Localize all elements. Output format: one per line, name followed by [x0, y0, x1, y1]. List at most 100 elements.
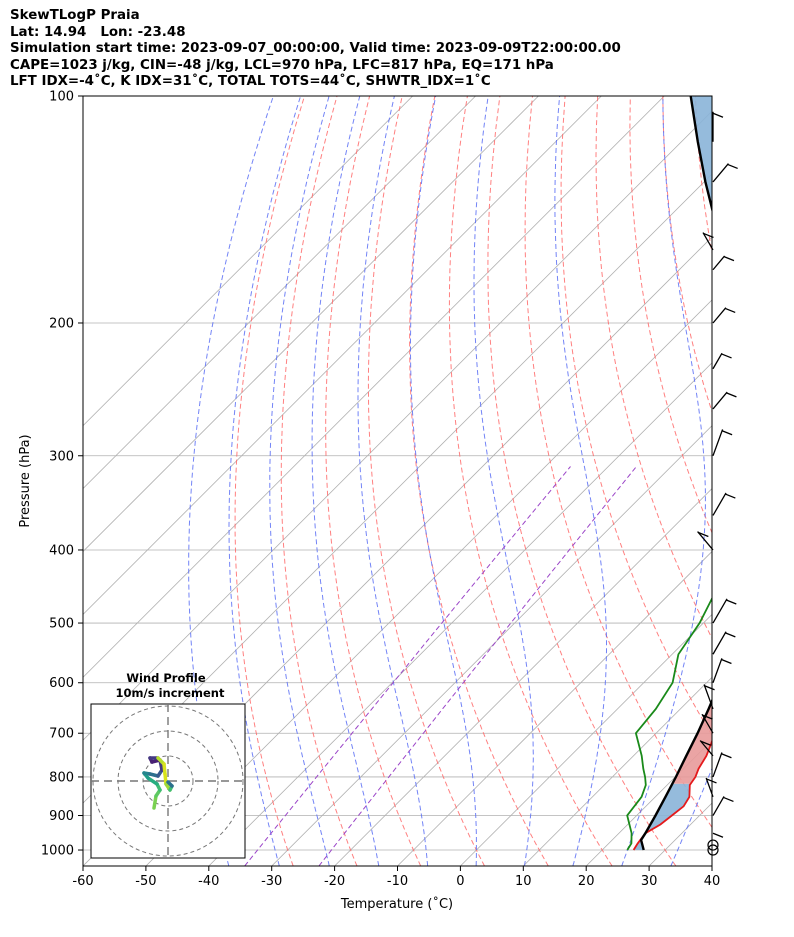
isotherm-line — [523, 676, 712, 866]
isotherm-line — [83, 96, 602, 615]
y-tick-label: 200 — [49, 316, 74, 331]
wind-barb — [712, 598, 737, 624]
barb-flag — [725, 493, 736, 499]
x-tick-label: -60 — [72, 874, 93, 889]
y-tick-label: 700 — [49, 727, 74, 742]
hodograph-trace — [142, 756, 174, 810]
isotherm-line — [83, 96, 476, 490]
isotherm-line — [83, 96, 665, 678]
barb-flag — [703, 232, 714, 239]
dry-adiabat — [524, 96, 712, 829]
isotherm-line — [711, 865, 712, 866]
barb-staff — [697, 531, 714, 551]
barb-staff — [701, 713, 714, 734]
barb-staff — [712, 163, 729, 183]
time-line: Simulation start time: 2023-09-07_00:00:… — [10, 41, 621, 56]
barb-staff — [712, 307, 727, 324]
barb-flag — [721, 753, 732, 759]
isotherm-line — [83, 110, 712, 741]
wind-barb — [707, 844, 719, 856]
cin-area — [633, 783, 691, 850]
dry-adiabat — [409, 96, 549, 866]
barb-staff — [699, 740, 714, 757]
calm-circle — [707, 839, 719, 851]
mixing-ratio-line — [318, 466, 637, 866]
isotherm-line — [397, 550, 712, 866]
barb-flag — [721, 658, 732, 665]
dry-adiabat — [595, 96, 712, 640]
wind-barb — [712, 307, 736, 324]
wind-barb — [712, 658, 732, 683]
index-line: LFT IDX=-4˚C, K IDX=31˚C, TOTAL TOTS=44˚… — [10, 74, 491, 89]
wind-barb — [702, 232, 714, 251]
barb-flag — [725, 632, 736, 638]
barb-flag — [702, 714, 713, 720]
dry-adiabat — [448, 96, 613, 866]
parcel-profile — [639, 96, 712, 851]
moist-adiabat — [228, 96, 302, 866]
x-tick-label: -20 — [324, 874, 345, 889]
barb-staff — [702, 232, 714, 251]
cape-area — [672, 701, 712, 784]
x-tick-label: 40 — [704, 874, 721, 889]
moist-adiabat — [720, 96, 794, 866]
dry-adiabat — [280, 96, 358, 866]
barb-flag — [721, 353, 732, 359]
barb-flag — [698, 531, 709, 538]
y-axis-ticks: 1000 900 800 700 600 500 400 300 200 100 — [41, 90, 83, 859]
barb-staff — [712, 658, 723, 683]
barb-staff — [712, 598, 728, 624]
hodograph-segment — [166, 780, 174, 788]
x-tick-label: 30 — [641, 874, 658, 889]
wind-barb — [712, 631, 736, 655]
moist-adiabat — [670, 767, 712, 866]
wind-barb — [697, 531, 714, 551]
x-tick-label: -50 — [135, 874, 156, 889]
dry-adiabat — [560, 96, 712, 737]
dry-adiabat — [487, 96, 677, 866]
mixing-ratio-line — [244, 466, 571, 866]
y-tick-label: 400 — [49, 543, 74, 558]
moist-adiabat — [410, 96, 477, 866]
x-axis-label: Temperature (˚C) — [340, 896, 453, 912]
barb-flag — [723, 256, 735, 262]
wind-barb — [712, 492, 736, 516]
y-tick-label: 500 — [49, 617, 74, 632]
barb-flag — [712, 112, 724, 118]
cape-cin-shading — [633, 96, 712, 850]
isotherm-line — [145, 299, 712, 866]
barb-staff — [712, 352, 723, 370]
hodograph-segment — [146, 776, 159, 786]
y-tick-label: 600 — [49, 676, 74, 691]
temperature-profile — [632, 738, 712, 851]
calm-circle — [707, 844, 719, 856]
dewpoint-profile — [626, 596, 712, 851]
dry-adiabat — [694, 96, 712, 256]
dry-adiabat — [662, 96, 712, 414]
dry-adiabat — [761, 96, 794, 866]
isotherm-line — [460, 613, 712, 866]
barb-flag — [726, 599, 737, 605]
wind-barb — [712, 111, 724, 142]
barb-staff — [703, 684, 714, 710]
hodograph-title: Wind Profile — [126, 671, 206, 685]
moist-adiabats — [188, 96, 794, 866]
y-tick-label: 800 — [49, 770, 74, 785]
barb-staff — [705, 777, 714, 798]
y-tick-label: 900 — [49, 809, 74, 824]
barb-staff — [712, 796, 725, 816]
barb-flag — [726, 392, 737, 398]
mixing-ratio-lines — [244, 466, 637, 866]
barb-flag — [727, 163, 738, 170]
x-tick-label: -40 — [198, 874, 219, 889]
isotherm-line — [648, 802, 712, 866]
barb-staff — [712, 429, 724, 456]
y-tick-label: 300 — [49, 449, 74, 464]
isotherm-line — [208, 362, 712, 866]
y-tick-label: 1000 — [41, 844, 74, 859]
wind-barb — [712, 752, 732, 778]
isotherm-line — [83, 96, 539, 553]
cape-line: CAPE=1023 j/kg, CIN=-48 j/kg, LCL=970 hP… — [10, 57, 554, 73]
moist-adiabat — [621, 96, 706, 866]
